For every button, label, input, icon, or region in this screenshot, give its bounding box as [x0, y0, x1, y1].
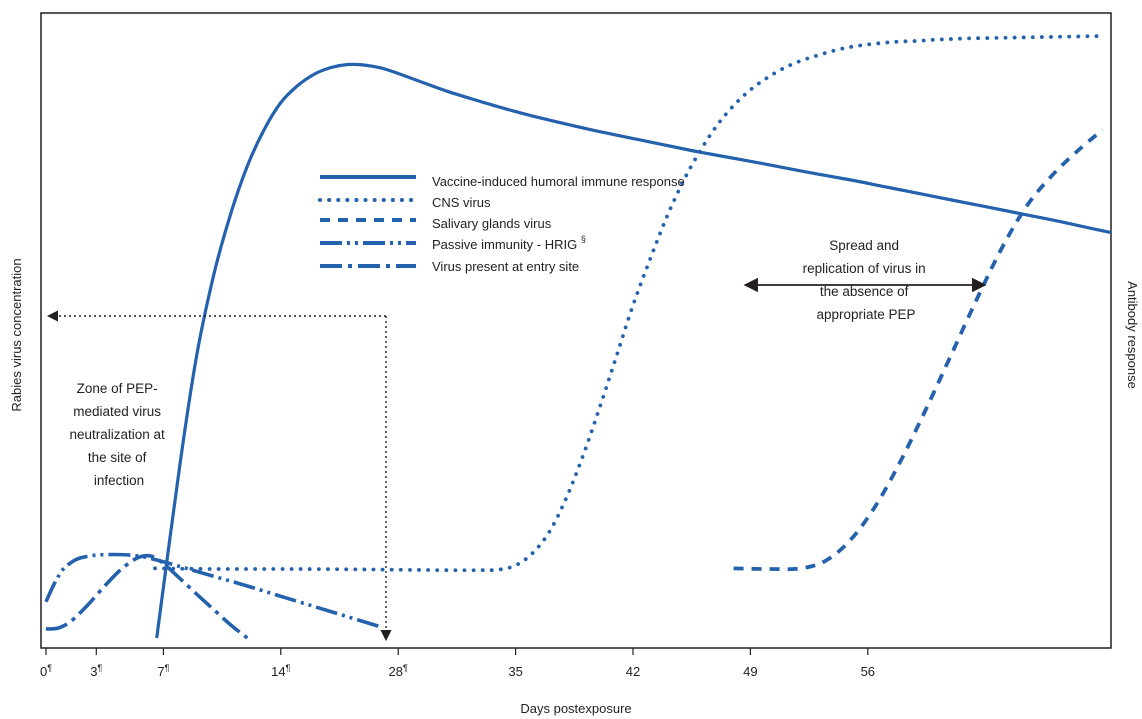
series-line-cns	[153, 34, 1105, 573]
y-axis-label-left: Rabies virus concentration	[9, 258, 24, 411]
x-tick-label: 14¶	[271, 663, 290, 679]
spread-annotation: Spread and replication of virus in the a…	[743, 238, 987, 322]
x-axis-ticks: 0¶ 3¶ 7¶ 14¶ 28¶ 35 42 49 56	[40, 648, 875, 679]
x-tick-label: 35	[508, 664, 522, 679]
x-tick-label: 42	[626, 664, 640, 679]
x-tick-label: 56	[861, 664, 875, 679]
legend-label-hrig: Passive immunity - HRIG	[432, 237, 577, 252]
x-tick-label: 0¶	[40, 663, 52, 679]
zone-annotation-text: Zone of PEP- mediated virus neutralizati…	[69, 381, 168, 488]
series-line-vaccine	[155, 62, 1112, 639]
legend-label-salivary: Salivary glands virus	[432, 216, 552, 231]
legend: Vaccine-induced humoral immune response …	[318, 174, 685, 274]
zone-annotation: Zone of PEP- mediated virus neutralizati…	[46, 310, 392, 642]
series-line-salivary	[733, 128, 1104, 572]
x-tick-label: 3¶	[90, 663, 102, 679]
x-tick-label: 28¶	[389, 663, 408, 679]
series-line-hrig	[44, 552, 383, 629]
x-tick-label: 7¶	[157, 663, 169, 679]
series-layer	[44, 34, 1112, 640]
legend-label-entry: Virus present at entry site	[432, 259, 579, 274]
legend-label-vaccine: Vaccine-induced humoral immune response	[432, 174, 685, 189]
legend-label-hrig-mark: §	[581, 234, 586, 244]
series-line-entry	[45, 553, 249, 640]
x-axis-label: Days postexposure	[520, 701, 631, 716]
svg-text:Passive immunity - HRIG: Passive immunity - HRIG §	[432, 234, 586, 252]
spread-annotation-text: Spread and replication of virus in the a…	[803, 238, 930, 322]
x-tick-label: 49	[743, 664, 757, 679]
plot-frame	[40, 12, 1112, 649]
y-axis-label-right: Antibody response	[1125, 281, 1140, 389]
legend-label-cns: CNS virus	[432, 195, 491, 210]
